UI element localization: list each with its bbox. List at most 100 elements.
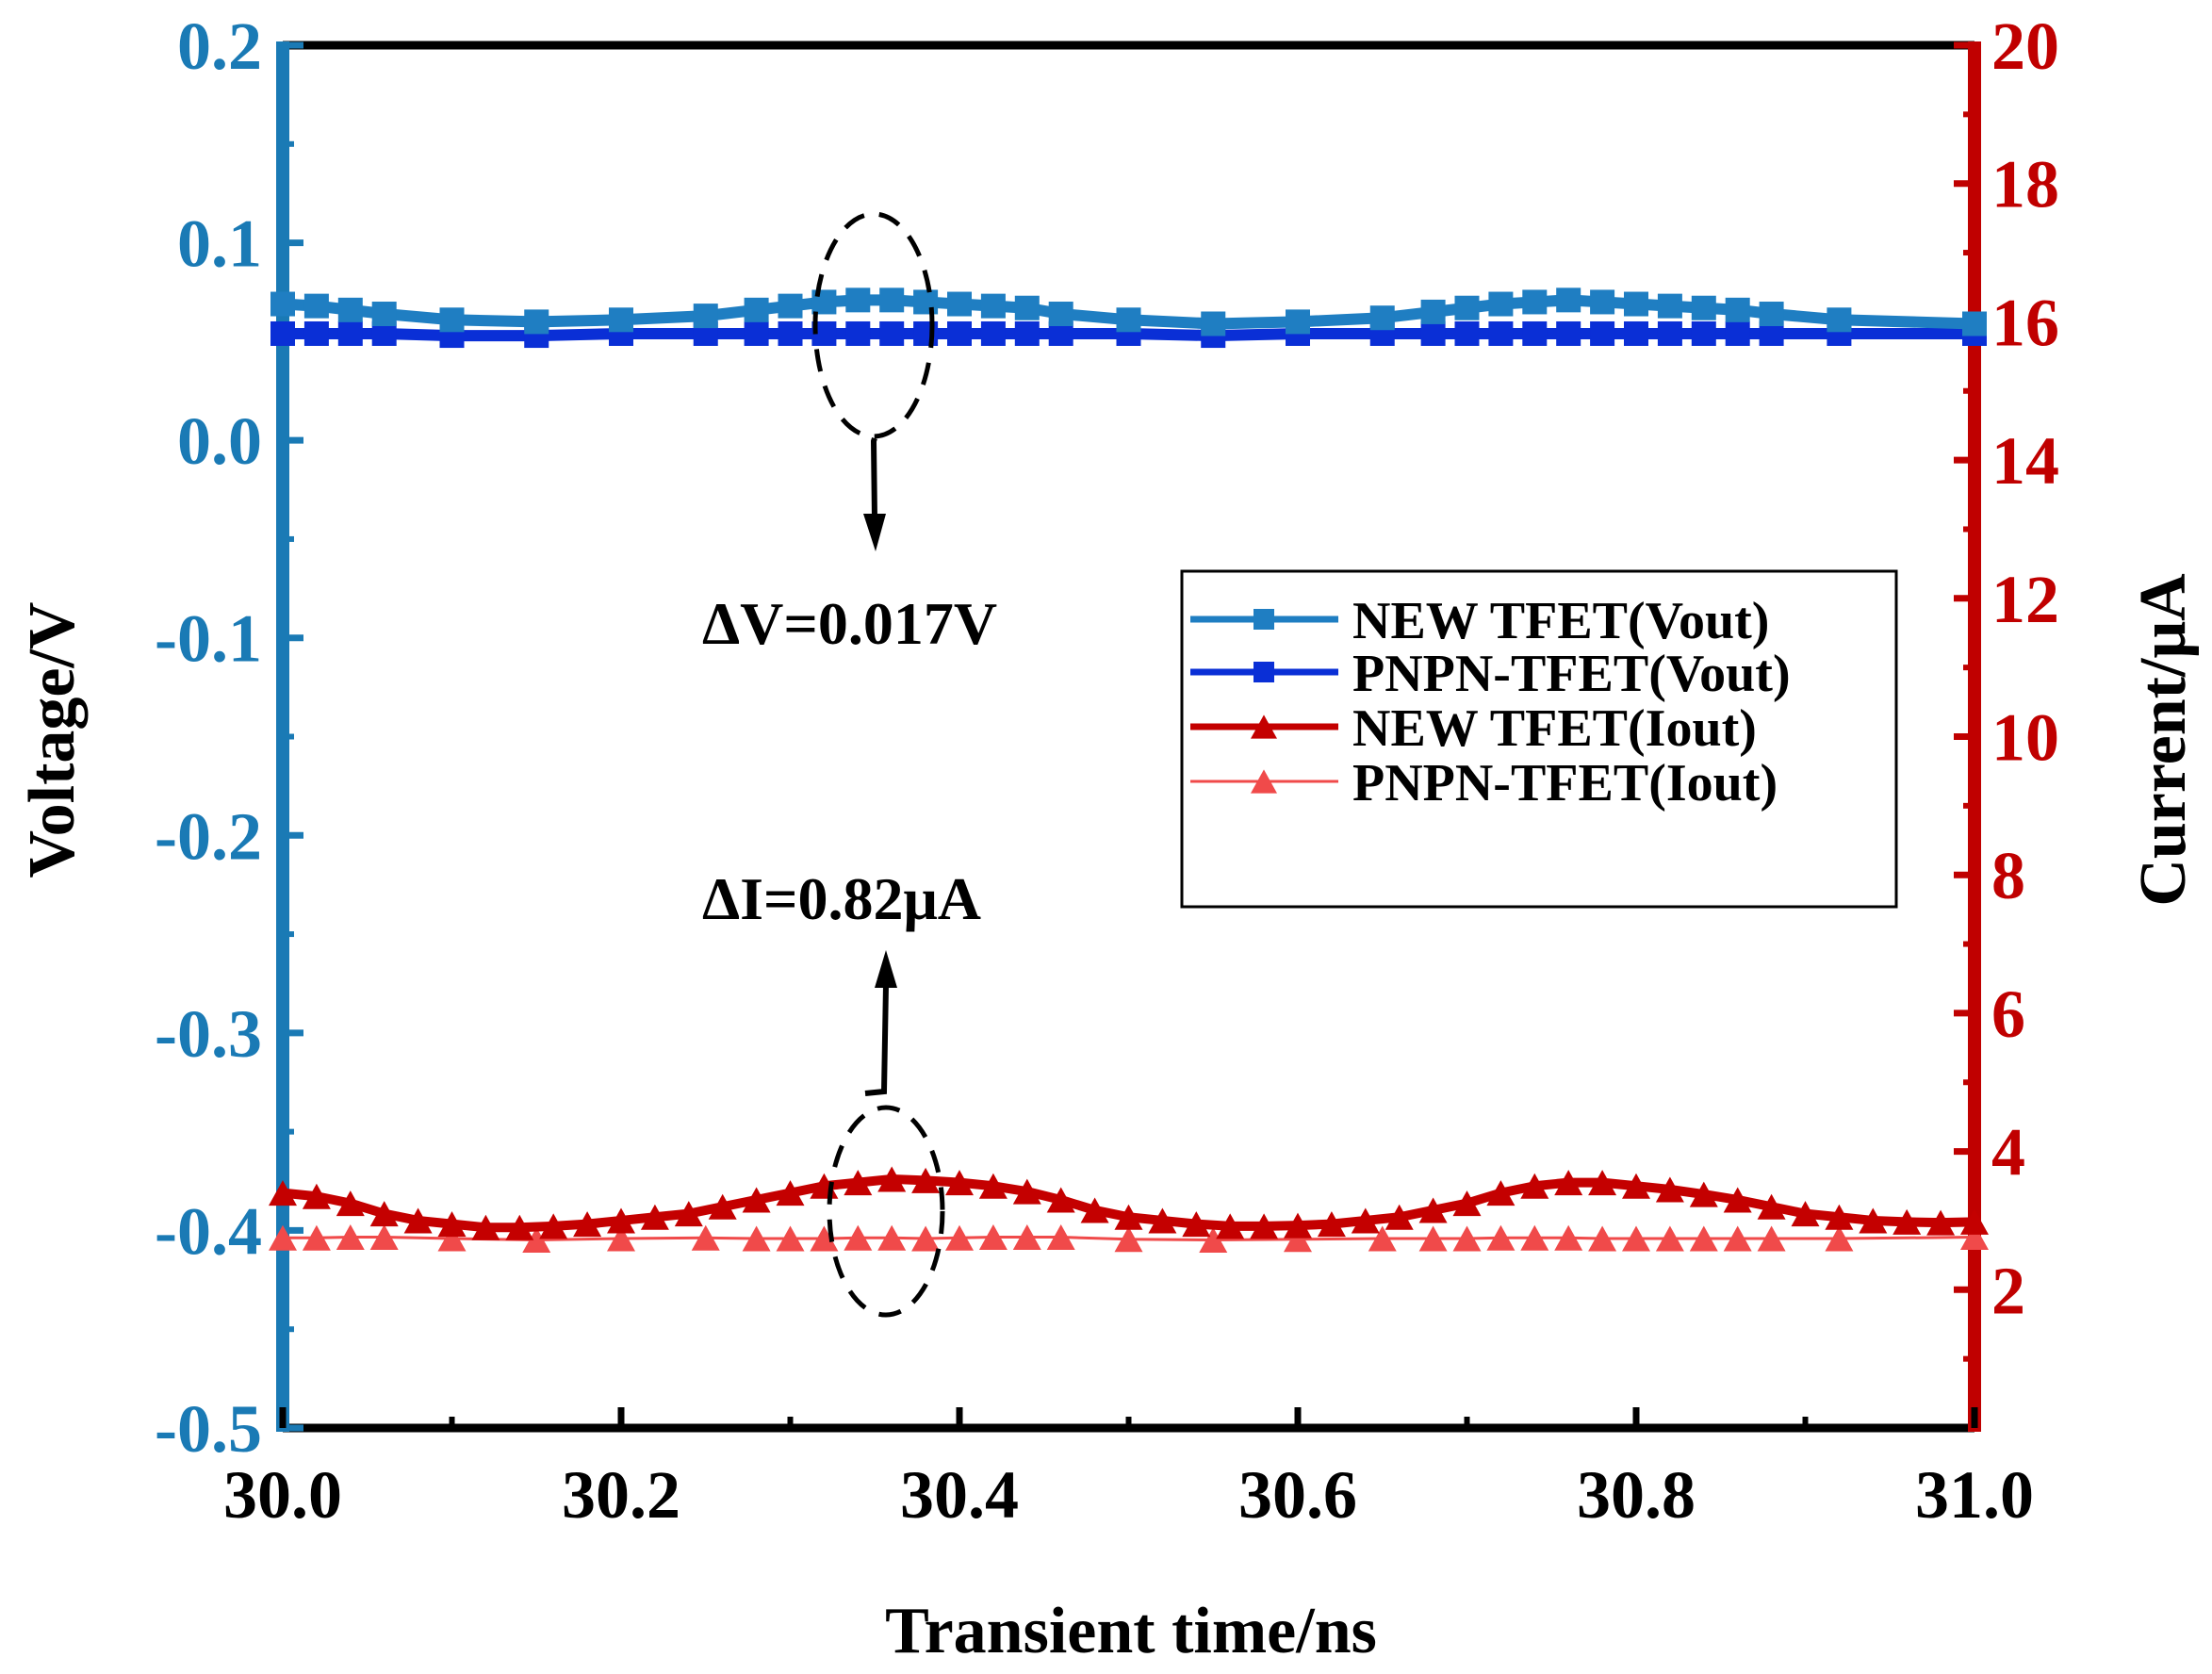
data-point xyxy=(1454,295,1480,320)
data-point xyxy=(1522,320,1548,346)
data-point xyxy=(879,287,905,313)
delta-i-label: ΔI=0.82μA xyxy=(702,865,981,932)
data-point xyxy=(844,1224,873,1251)
data-point xyxy=(1825,1225,1854,1252)
right-tick-label: 6 xyxy=(1991,976,2025,1052)
data-point xyxy=(1114,1226,1143,1253)
ticks-layer: 0.2 0.1 0.0 -0.1 -0.2 -0.3 -0.4 -0.5 20 18 16 14 12 1… xyxy=(155,8,2059,1533)
data-point xyxy=(778,320,803,346)
data-point xyxy=(1723,1187,1752,1213)
data-point xyxy=(439,307,465,333)
data-point xyxy=(1014,320,1040,346)
data-point xyxy=(1622,1225,1650,1252)
data-point xyxy=(911,1225,941,1252)
data-point xyxy=(573,1211,602,1238)
data-point xyxy=(1216,1213,1245,1239)
data-point xyxy=(1791,1201,1820,1227)
data-point xyxy=(1418,1225,1448,1252)
data-point xyxy=(303,293,329,319)
data-point xyxy=(524,309,549,335)
right-tick-label: 4 xyxy=(1991,1115,2025,1190)
data-point xyxy=(1725,320,1750,346)
data-point xyxy=(1691,295,1716,320)
data-point xyxy=(1148,1207,1177,1234)
data-point xyxy=(369,1224,399,1251)
voltage-highlight-ellipse xyxy=(812,211,935,439)
data-point xyxy=(776,1225,805,1252)
data-point xyxy=(1960,1208,1989,1235)
data-point xyxy=(336,1190,365,1217)
legend-item: PNPN-TFET(Iout) xyxy=(1190,754,1778,812)
data-point xyxy=(1046,1224,1075,1251)
series-new-tfet-vout- xyxy=(270,287,1987,336)
data-point xyxy=(1368,1225,1397,1252)
data-point xyxy=(303,320,329,346)
legend-box xyxy=(1180,569,1898,909)
data-point xyxy=(403,1207,433,1234)
data-point xyxy=(810,1225,839,1252)
data-point xyxy=(269,1180,297,1206)
data-point xyxy=(1486,1224,1516,1251)
data-point xyxy=(744,320,769,346)
data-point xyxy=(1624,320,1648,346)
data-point xyxy=(691,1224,720,1251)
data-point xyxy=(1556,287,1581,313)
data-point xyxy=(742,1225,771,1252)
data-point xyxy=(437,1211,467,1238)
legend-items: NEW TFET(Vout)PNPN-TFET(Vout)NEW TFET(Io… xyxy=(1190,592,1791,812)
x-tick-label: 30.6 xyxy=(1238,1457,1357,1533)
data-point xyxy=(1452,1225,1482,1252)
data-point xyxy=(1962,311,1987,336)
data-point xyxy=(1691,320,1716,346)
right-tick-label: 14 xyxy=(1991,423,2059,499)
data-point xyxy=(844,1170,873,1196)
legend: NEW TFET(Vout)PNPN-TFET(Vout)NEW TFET(Io… xyxy=(1180,569,1898,909)
left-tick-label: -0.3 xyxy=(155,996,262,1072)
left-axis-title: Voltage/V xyxy=(16,602,89,878)
legend-item: NEW TFET(Iout) xyxy=(1190,699,1757,758)
data-point xyxy=(607,1225,635,1252)
data-point xyxy=(1286,309,1310,335)
data-point xyxy=(1926,1209,1956,1236)
legend-label: PNPN-TFET(Vout) xyxy=(1352,645,1791,703)
right-tick-label: 2 xyxy=(1991,1253,2025,1328)
data-point xyxy=(1522,289,1548,315)
data-point xyxy=(1554,1224,1583,1251)
data-point xyxy=(947,291,972,317)
left-tick-label: -0.1 xyxy=(155,601,262,677)
data-point xyxy=(1520,1173,1549,1199)
data-point xyxy=(1452,1190,1482,1217)
series-pnpn-tfet-vout- xyxy=(270,320,1987,349)
data-point xyxy=(1655,1225,1684,1252)
data-point xyxy=(877,1224,907,1251)
data-point xyxy=(1622,1173,1650,1199)
data-point xyxy=(1723,1225,1752,1252)
data-point xyxy=(980,320,1006,346)
data-point xyxy=(911,1167,941,1193)
data-point xyxy=(776,1180,805,1206)
legend-label: NEW TFET(Iout) xyxy=(1352,699,1757,758)
legend-marker xyxy=(1251,714,1277,739)
data-point xyxy=(1657,320,1682,346)
left-tick-label: 0.2 xyxy=(177,8,262,84)
legend-label: PNPN-TFET(Iout) xyxy=(1352,754,1778,812)
data-point xyxy=(879,320,905,346)
data-point xyxy=(337,320,363,346)
series-pnpn-tfet-iout- xyxy=(269,1224,1989,1253)
left-tick-label: -0.2 xyxy=(155,798,262,874)
data-point xyxy=(1351,1207,1380,1234)
x-axis-title: Transient time/ns xyxy=(885,1595,1377,1667)
data-point xyxy=(1759,302,1784,327)
data-point xyxy=(1689,1225,1718,1252)
data-point xyxy=(1757,1193,1786,1220)
data-point xyxy=(1960,1224,1989,1251)
data-point xyxy=(845,320,871,346)
data-point xyxy=(1827,307,1852,333)
data-point xyxy=(302,1183,331,1209)
data-point xyxy=(607,1207,635,1234)
legend-item: NEW TFET(Vout) xyxy=(1190,592,1769,650)
x-tick-label: 30.4 xyxy=(900,1457,1019,1533)
data-point xyxy=(945,1224,974,1251)
data-point xyxy=(1418,1197,1448,1223)
